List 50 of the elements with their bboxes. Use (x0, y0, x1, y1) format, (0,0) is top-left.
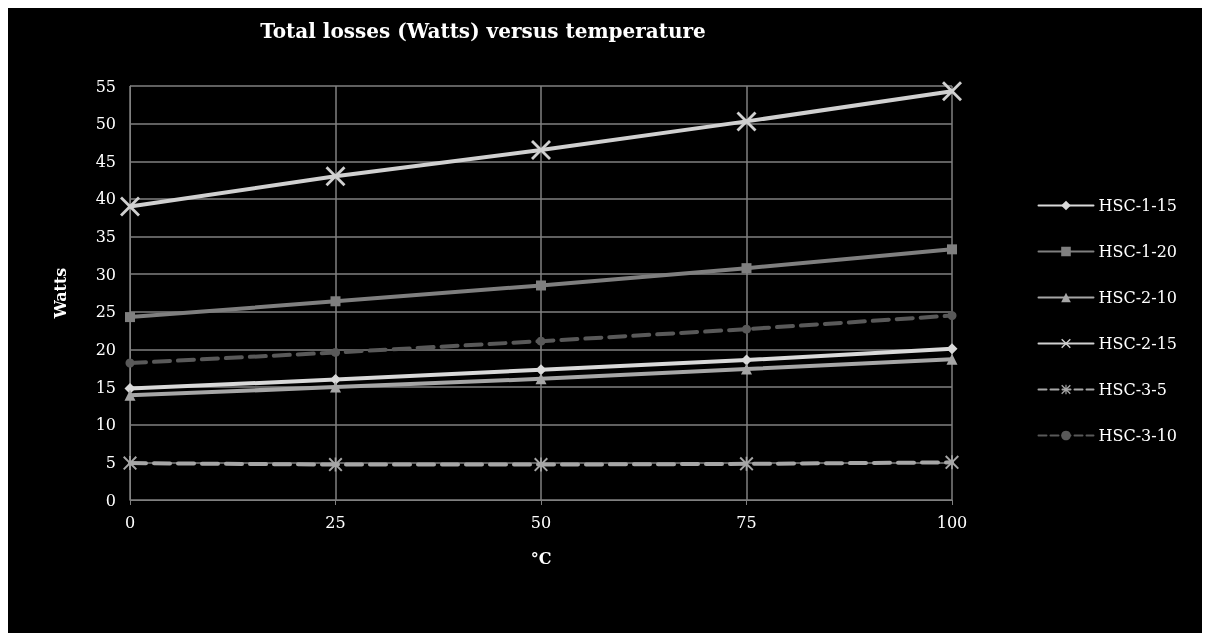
point (947, 244, 957, 255)
y-tick-label: 45 (95, 151, 116, 171)
y-tick-label: 40 (95, 189, 116, 209)
point (535, 373, 547, 385)
point (125, 312, 135, 323)
chart-title: Total losses (Watts) versus temperature (260, 19, 706, 43)
y-tick-label: 55 (95, 76, 116, 96)
point (741, 354, 752, 366)
point (120, 196, 140, 217)
x-tick-label: 50 (530, 512, 552, 532)
point (124, 389, 136, 401)
point (946, 353, 958, 365)
legend-label: HSC-3-5 (1098, 380, 1167, 399)
point (742, 324, 751, 334)
legend-label: HSC-1-15 (1098, 196, 1178, 215)
point (536, 280, 546, 291)
x-axis-title: °C (530, 548, 552, 568)
point (330, 296, 341, 307)
point (536, 336, 546, 346)
x-tick-label: 0 (124, 512, 136, 532)
point (331, 347, 340, 357)
x-tick-label: 25 (325, 512, 346, 532)
legend-label: HSC-2-15 (1098, 334, 1178, 353)
y-tick-label: 15 (95, 377, 116, 397)
y-tick-label: 0 (105, 490, 116, 510)
legend-label: HSC-3-10 (1098, 426, 1178, 445)
y-axis-title: Watts (50, 267, 70, 320)
point (741, 363, 752, 375)
legend-label: HSC-1-20 (1098, 242, 1178, 261)
y-tick-label: 35 (95, 227, 116, 247)
point (123, 456, 137, 471)
point (125, 358, 135, 368)
point (534, 457, 548, 472)
x-tick-label: 100 (936, 512, 968, 532)
y-tick-label: 5 (105, 452, 116, 472)
y-tick-label: 25 (95, 302, 116, 322)
y-tick-label: 50 (95, 114, 116, 134)
point (330, 381, 341, 393)
point (325, 166, 346, 187)
y-tick-label: 20 (95, 339, 116, 359)
point (945, 455, 959, 470)
x-tick-label: 75 (736, 512, 757, 532)
point (531, 139, 551, 160)
point (947, 311, 957, 321)
legend-label: HSC-2-10 (1098, 288, 1178, 307)
point (741, 263, 752, 274)
y-tick-label: 30 (95, 264, 116, 284)
point (942, 81, 962, 102)
y-tick-label: 10 (95, 415, 116, 435)
point (736, 111, 757, 132)
